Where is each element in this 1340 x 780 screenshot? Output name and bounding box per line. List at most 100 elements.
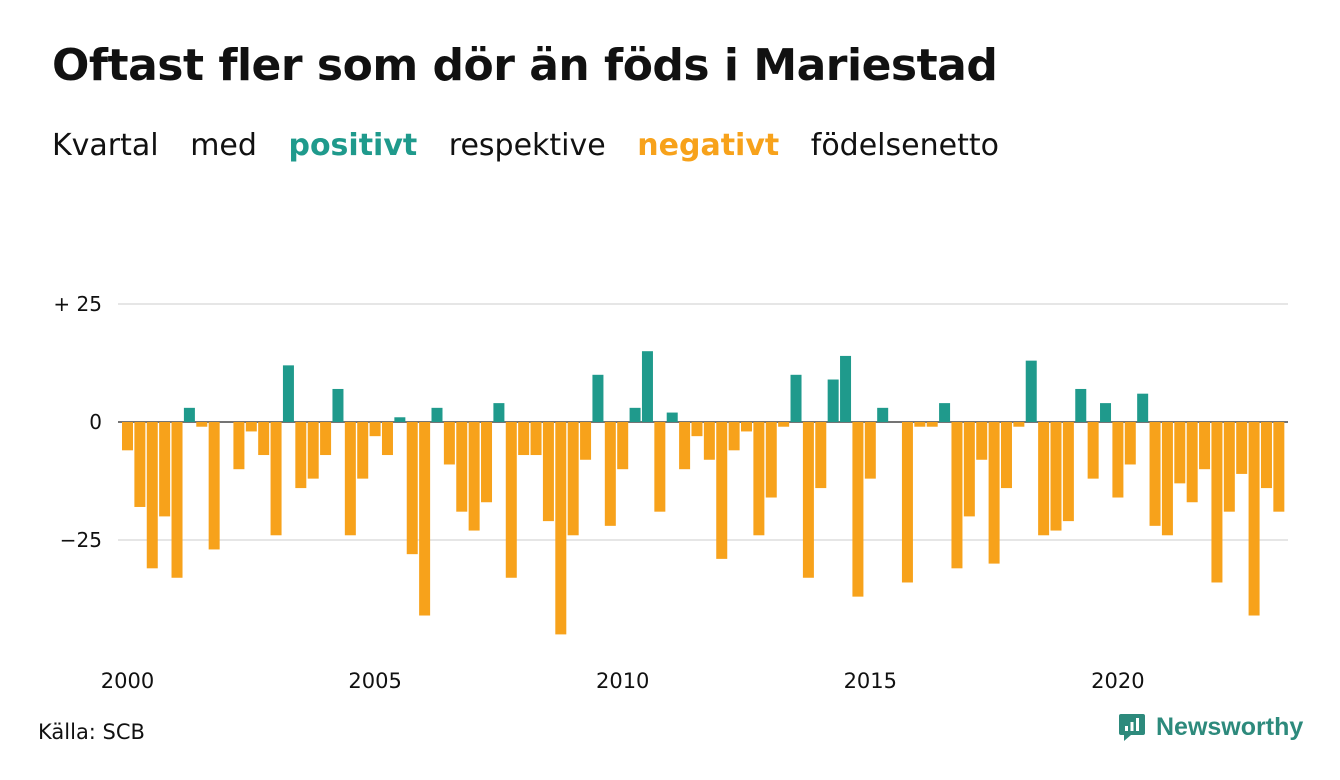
- bar-negative: [1062, 422, 1074, 522]
- bar-negative: [604, 422, 616, 526]
- x-tick-label: 2010: [596, 669, 649, 693]
- bar-negative: [1124, 422, 1136, 465]
- bar-negative: [802, 422, 814, 578]
- bar-negative: [753, 422, 765, 536]
- bar-positive: [431, 407, 443, 422]
- bar-negative: [1199, 422, 1211, 470]
- bar-negative: [381, 422, 393, 456]
- bar-positive: [939, 403, 951, 422]
- bar-negative: [481, 422, 493, 503]
- bar-negative: [1087, 422, 1099, 479]
- bar-positive: [1137, 393, 1149, 422]
- bar-negative: [245, 422, 257, 432]
- bar-positive: [282, 365, 294, 422]
- bar-negative: [1174, 422, 1186, 484]
- bar-negative: [555, 422, 567, 635]
- bar-negative: [988, 422, 1000, 564]
- bar-positive: [1075, 388, 1087, 422]
- x-tick-label: 2000: [101, 669, 154, 693]
- bar-positive: [827, 379, 839, 422]
- bar-negative: [307, 422, 319, 479]
- bar-negative: [580, 422, 592, 460]
- bar-positive: [592, 374, 604, 422]
- bar-negative: [1211, 422, 1223, 583]
- bar-negative: [617, 422, 629, 470]
- bar-negative: [159, 422, 171, 517]
- bar-negative: [258, 422, 270, 456]
- bar-negative: [456, 422, 468, 512]
- bar-negative: [716, 422, 728, 559]
- bar-negative: [122, 422, 133, 451]
- subtitle-negative-label: negativt: [637, 128, 780, 163]
- source-label: Källa: SCB: [38, 720, 145, 744]
- bar-negative: [926, 422, 938, 427]
- bar-negative: [567, 422, 579, 536]
- bar-negative: [741, 422, 752, 432]
- bar-negative: [530, 422, 542, 456]
- bar-negative: [1273, 422, 1285, 512]
- subtitle-part-1: Kvartal: [52, 128, 159, 163]
- bar-positive: [394, 417, 406, 422]
- bar-positive: [493, 403, 505, 422]
- bar-positive: [1025, 360, 1037, 422]
- bar-negative: [976, 422, 988, 460]
- subtitle-part-3: respektive: [448, 128, 606, 163]
- bar-positive: [840, 355, 852, 422]
- y-tick-label: + 25: [53, 292, 102, 316]
- bar-negative: [542, 422, 554, 522]
- bar-positive: [332, 388, 344, 422]
- bar-negative: [406, 422, 418, 555]
- bar-negative: [357, 422, 369, 479]
- bar-negative: [1248, 422, 1260, 616]
- bar-negative: [728, 422, 740, 451]
- bar-negative: [1000, 422, 1012, 489]
- brand-logo: Newsworthy: [1118, 712, 1303, 742]
- bar-negative: [1149, 422, 1161, 526]
- y-tick-label: 0: [89, 410, 102, 434]
- bar-positive: [1100, 403, 1112, 422]
- bar-negative: [443, 422, 455, 465]
- bar-negative: [196, 422, 208, 427]
- bar-negative: [1161, 422, 1173, 536]
- bar-negative: [1223, 422, 1235, 512]
- bar-negative: [852, 422, 864, 597]
- bar-negative: [1236, 422, 1248, 474]
- bar-negative: [468, 422, 480, 531]
- bar-negative: [914, 422, 926, 427]
- bar-negative: [369, 422, 381, 437]
- bar-negative: [344, 422, 356, 536]
- bar-negative: [963, 422, 975, 517]
- bar-negative: [171, 422, 183, 578]
- bar-negative: [1186, 422, 1198, 503]
- bar-negative: [703, 422, 715, 460]
- bar-negative: [1038, 422, 1050, 536]
- bar-negative: [654, 422, 666, 512]
- bar-negative: [270, 422, 282, 536]
- bar-negative: [901, 422, 913, 583]
- bar-negative: [765, 422, 777, 498]
- bar-negative: [134, 422, 146, 507]
- bar-negative: [864, 422, 876, 479]
- bar-negative: [1112, 422, 1124, 498]
- bar-negative: [233, 422, 245, 470]
- subtitle-part-4: födelsenetto: [810, 128, 999, 163]
- bar-negative: [419, 422, 431, 616]
- bar-negative: [518, 422, 530, 456]
- bar-positive: [790, 374, 802, 422]
- bar-negative: [1260, 422, 1272, 489]
- x-tick-label: 2005: [348, 669, 401, 693]
- bar-negative: [320, 422, 332, 456]
- bar-positive: [629, 407, 641, 422]
- bar-negative: [1050, 422, 1062, 531]
- bar-negative: [778, 422, 790, 427]
- chart-title: Oftast fler som dör än föds i Mariestad: [52, 40, 998, 91]
- subtitle-positive-label: positivt: [288, 128, 418, 163]
- bar-positive: [877, 407, 889, 422]
- subtitle-part-2: med: [190, 128, 257, 163]
- chart-subtitle: Kvartal med positivt respektive negativt…: [52, 128, 1021, 163]
- y-tick-label: −25: [60, 528, 102, 552]
- bar-positive: [641, 351, 653, 422]
- bar-positive: [666, 412, 678, 422]
- bar-negative: [815, 422, 827, 489]
